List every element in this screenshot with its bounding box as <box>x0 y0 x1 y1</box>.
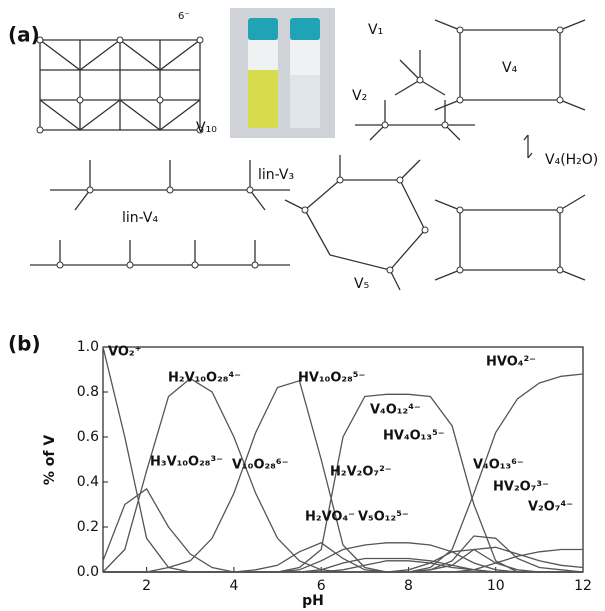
y-tick-label: 0.0 <box>77 564 99 580</box>
x-tick-label: 12 <box>574 578 592 594</box>
species-label: H₃V₁₀O₂₈³⁻ <box>150 455 223 470</box>
x-tick-label: 8 <box>404 578 413 594</box>
species-label: V₄O₁₂⁴⁻ <box>370 403 421 418</box>
structure-label: V₄ <box>502 60 518 76</box>
species-label: HV₂O₇³⁻ <box>493 480 549 495</box>
y-axis-label: % of V <box>42 435 58 485</box>
charge: 6⁻ <box>178 11 190 22</box>
structure-label: V₁ <box>368 22 383 38</box>
structure-label: lin-V₃ <box>258 167 294 183</box>
species-label: H₂VO₄⁻ <box>305 510 355 525</box>
structure-label: V₂ <box>352 88 367 104</box>
species-curve <box>103 489 583 572</box>
y-tick-label: 0.6 <box>77 429 99 445</box>
species-curve <box>103 536 583 572</box>
y-tick-label: 0.2 <box>77 519 99 535</box>
figure: (a) 6⁻ V₁₀ V₁ V₂ V₄ lin-V₃ lin-V₄ V₅ V₄(… <box>0 0 605 611</box>
y-tick-label: 1.0 <box>77 339 99 355</box>
panel-label: (b) <box>8 332 41 356</box>
species-label: HVO₄²⁻ <box>486 355 536 370</box>
species-label: H₂V₂O₇²⁻ <box>330 465 392 480</box>
structures <box>30 8 585 290</box>
x-axis-label: pH <box>302 593 324 609</box>
species-label: V₄O₁₃⁶⁻ <box>473 458 524 473</box>
panel-label: (a) <box>8 23 40 47</box>
y-tick-label: 0.8 <box>77 384 99 400</box>
species-label: V₅O₁₂⁵⁻ <box>358 510 409 525</box>
species-label: V₂O₇⁴⁻ <box>528 500 573 515</box>
structure-label: V₅ <box>354 276 369 292</box>
species-label: VO₂⁺ <box>108 345 141 360</box>
x-tick-label: 4 <box>229 578 238 594</box>
structure-label: V₁₀ <box>196 120 217 136</box>
structure-label: V₄(H₂O) <box>545 152 598 168</box>
x-tick-label: 6 <box>317 578 326 594</box>
y-tick-label: 0.4 <box>77 474 99 490</box>
structure-label: lin-V₄ <box>122 210 158 226</box>
x-tick-label: 2 <box>142 578 151 594</box>
species-label: V₁₀O₂₈⁶⁻ <box>232 458 288 473</box>
species-label: HV₄O₁₃⁵⁻ <box>383 429 445 444</box>
x-tick-label: 10 <box>487 578 505 594</box>
species-label: H₂V₁₀O₂₈⁴⁻ <box>168 371 241 386</box>
species-label: HV₁₀O₂₈⁵⁻ <box>298 371 365 386</box>
